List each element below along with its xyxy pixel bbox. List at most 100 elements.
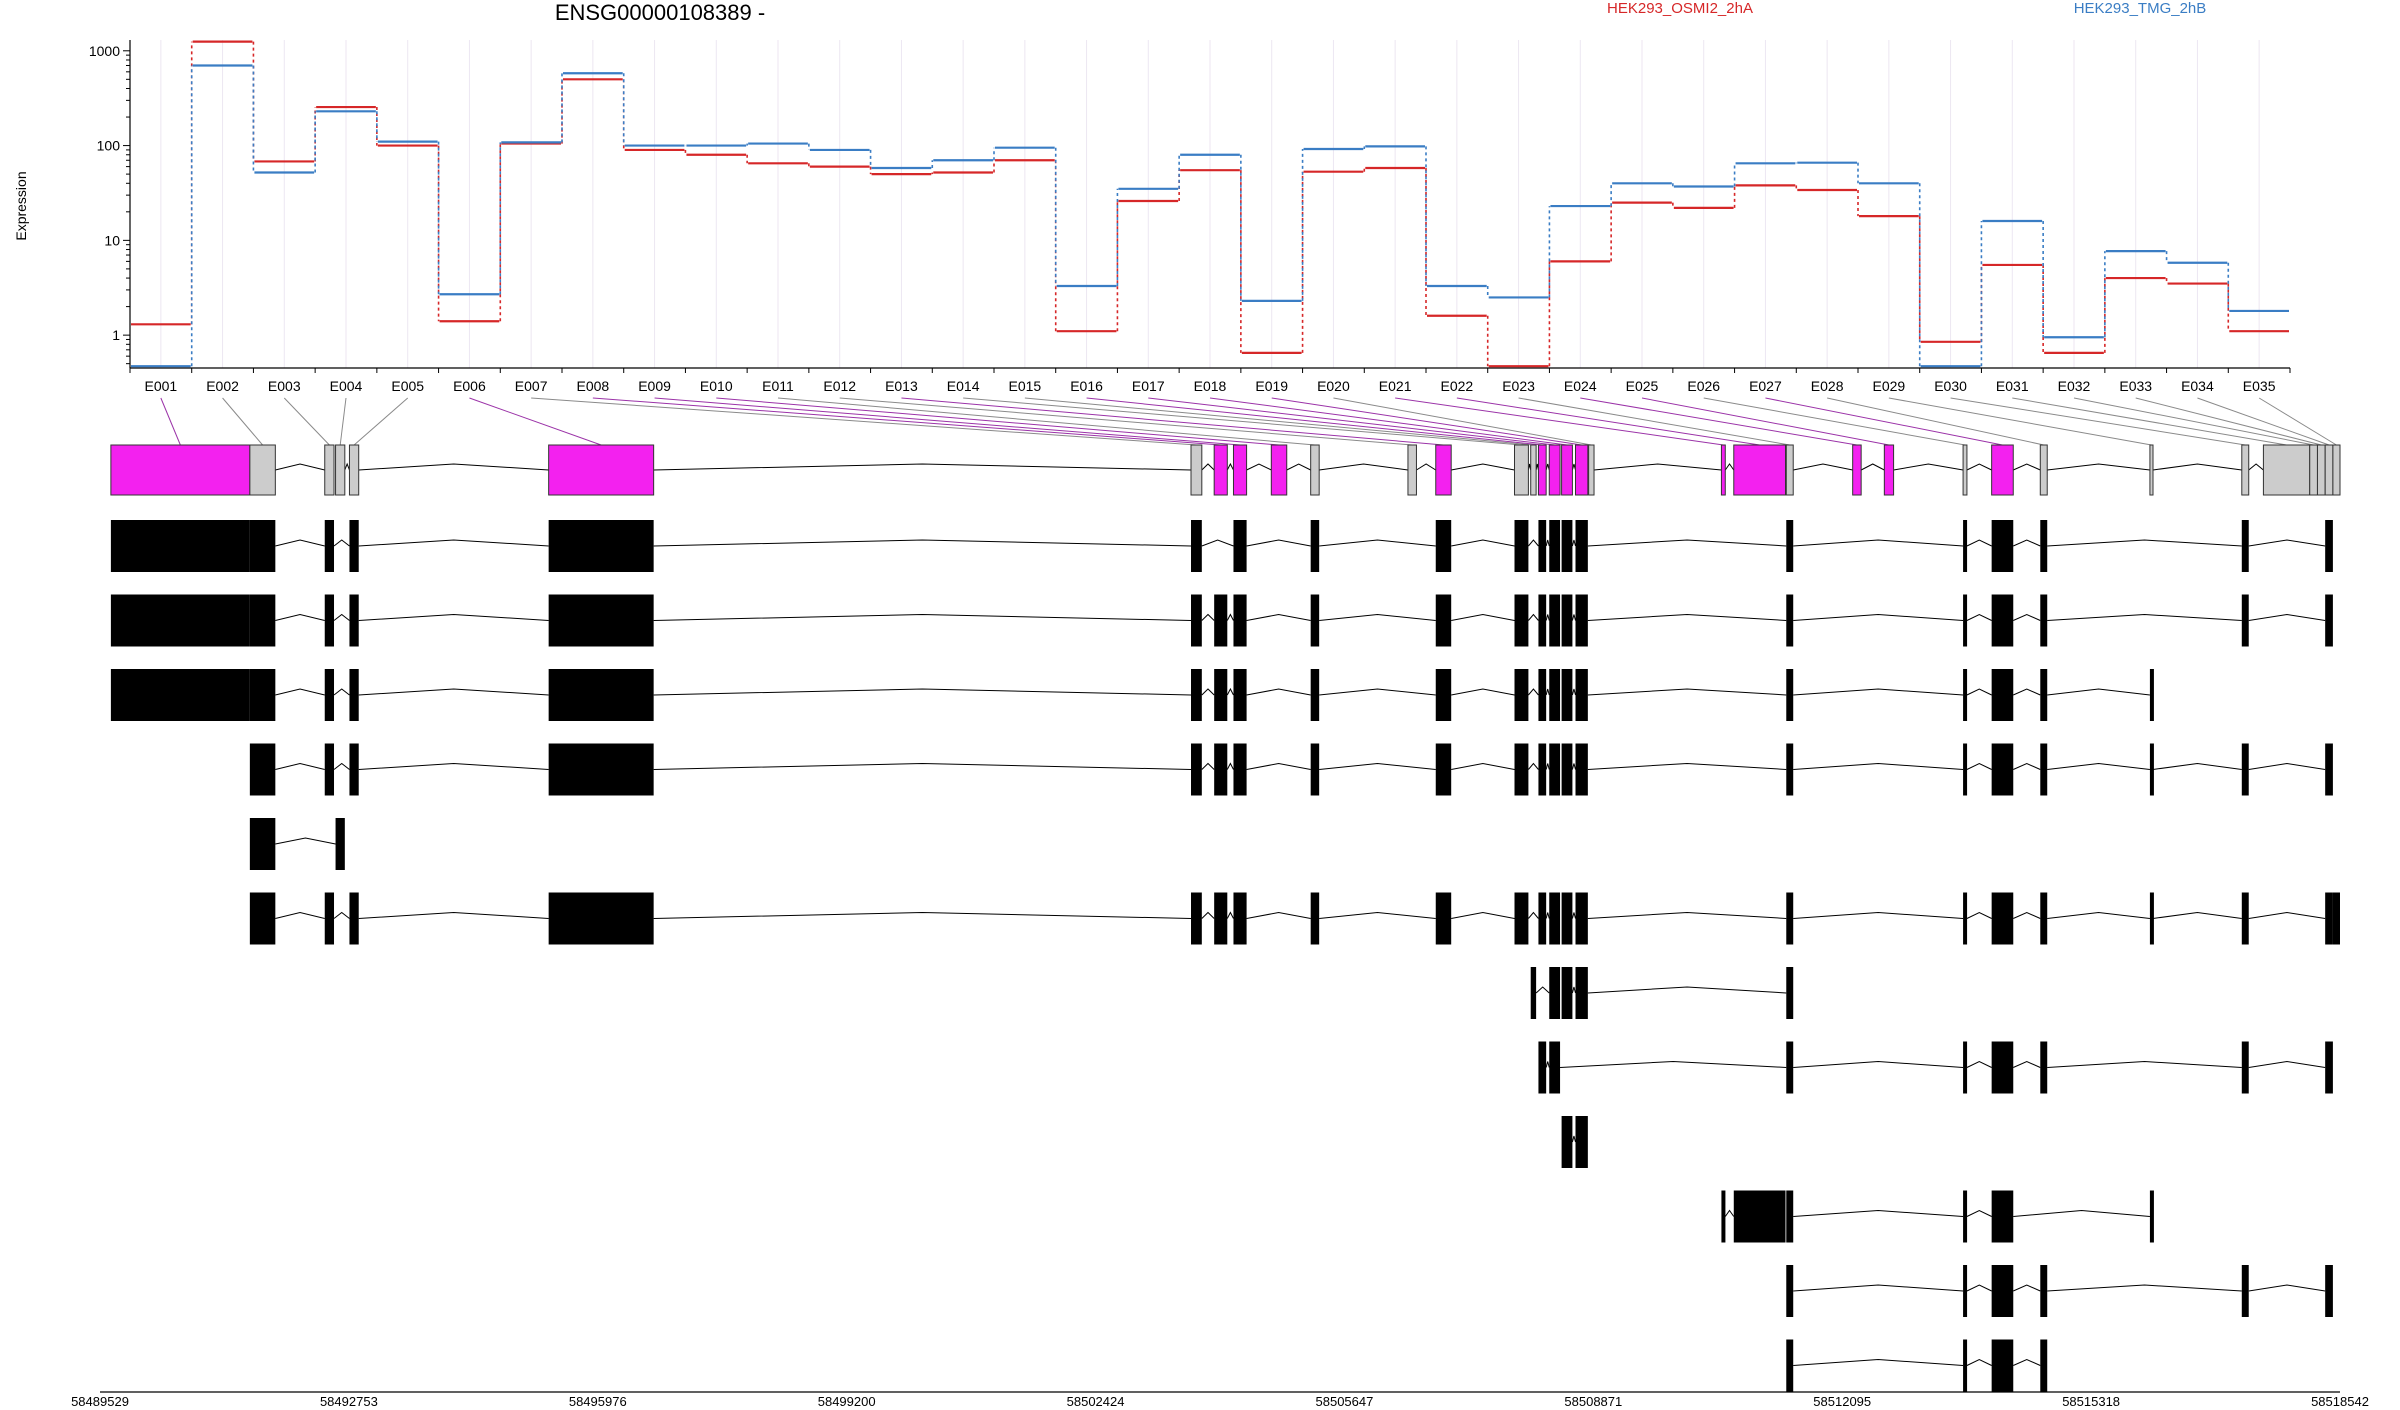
intron-line	[1571, 1135, 1576, 1143]
intron-line	[275, 613, 325, 621]
transcript-track-9	[1561, 1116, 1588, 1168]
gene-model-exon	[1548, 444, 1561, 496]
genome-tick-label: 58512095	[1813, 1394, 1871, 1409]
intron-line	[1966, 762, 1992, 770]
intron-line	[1451, 539, 1515, 547]
intron-line	[344, 462, 350, 471]
intron-line	[333, 688, 350, 696]
transcript-exon	[1786, 1265, 1794, 1317]
exon-label-e034: E034	[2181, 378, 2214, 394]
transcript-exon	[1963, 594, 1968, 647]
intron-line	[1226, 613, 1234, 621]
transcript-exon	[548, 520, 654, 572]
intron-line	[2248, 762, 2326, 770]
intron-line	[333, 539, 350, 547]
intron-line	[1246, 463, 1272, 471]
transcript-exon	[249, 669, 276, 721]
intron-line	[333, 613, 350, 621]
intron-line	[1560, 1060, 1787, 1068]
intron-line	[1793, 613, 1964, 621]
intron-line	[1966, 463, 1992, 471]
genome-tick-label: 58492753	[320, 1394, 378, 1409]
transcript-exon	[548, 743, 654, 796]
exon-connector	[160, 397, 181, 446]
transcript-exon	[2040, 1041, 2048, 1094]
intron-line	[1545, 912, 1550, 919]
transcript-exon	[1310, 594, 1320, 647]
exon-label-e006: E006	[453, 378, 486, 394]
exon-connector	[777, 397, 1315, 446]
transcript-exon	[1214, 669, 1228, 721]
intron-line	[2047, 539, 2242, 547]
gene-model-exon	[1530, 444, 1537, 496]
exon-label-e008: E008	[577, 378, 610, 394]
transcript-exon	[1561, 520, 1573, 572]
exon-label-e030: E030	[1934, 378, 1967, 394]
intron-line	[653, 539, 1192, 547]
transcript-exon	[1191, 594, 1202, 647]
intron-line	[1246, 762, 1311, 770]
transcript-exon	[1786, 1041, 1794, 1094]
exon-connector	[1333, 397, 1592, 446]
intron-line	[2047, 762, 2150, 770]
exon-label-e012: E012	[823, 378, 856, 394]
intron-line	[1966, 911, 1992, 919]
transcript-exon	[1991, 594, 2014, 647]
transcript-exon	[1963, 892, 1968, 945]
intron-line	[1793, 1060, 1964, 1068]
intron-line	[275, 463, 325, 471]
gene-model-exon	[1561, 444, 1573, 496]
intron-line	[2013, 463, 2041, 471]
transcript-exon	[1991, 892, 2014, 945]
intron-line	[1416, 463, 1437, 471]
transcript-exon	[1963, 1339, 1968, 1392]
exon-connector	[2073, 397, 2314, 446]
intron-line	[2248, 613, 2326, 621]
transcript-exon	[2040, 669, 2048, 721]
transcript-exon	[2325, 892, 2333, 945]
transcript-exon	[1561, 594, 1573, 647]
transcript-exon	[1561, 892, 1573, 945]
transcript-exon	[1786, 1190, 1794, 1243]
gene-model-exon	[1232, 444, 1248, 496]
gene-model-exon	[249, 444, 276, 496]
y-tick-label: 1	[112, 327, 120, 343]
intron-line	[1226, 687, 1234, 696]
transcript-exon	[1214, 594, 1228, 647]
intron-line	[1319, 688, 1436, 696]
exon-label-e016: E016	[1070, 378, 1103, 394]
exon-label-e005: E005	[391, 378, 424, 394]
transcript-exon	[1963, 669, 1968, 721]
exon-connector	[2258, 397, 2337, 446]
transcript-exon	[324, 594, 335, 647]
intron-line	[1587, 986, 1787, 994]
exon-connector	[901, 397, 1444, 446]
gene-model-exon	[1514, 444, 1529, 496]
transcript-exon	[1233, 669, 1247, 721]
intron-line	[2013, 1358, 2041, 1366]
exon-connector	[1641, 397, 1890, 446]
transcript-exon	[1991, 1265, 2014, 1317]
transcript-exon	[1538, 594, 1547, 647]
exon-connector	[1580, 397, 1858, 446]
transcript-exon	[1786, 892, 1794, 945]
transcript-exon	[2325, 743, 2333, 796]
transcript-exon	[2149, 1190, 2154, 1243]
intron-line	[2013, 1060, 2041, 1068]
transcript-exon	[2241, 1041, 2249, 1094]
transcript-exon	[1963, 1190, 1968, 1243]
transcript-track-4	[249, 743, 2333, 796]
transcript-exon	[2040, 743, 2048, 796]
exon-label-e031: E031	[1996, 378, 2029, 394]
exon-label-e020: E020	[1317, 378, 1350, 394]
transcript-exon	[2325, 1041, 2333, 1094]
intron-line	[1201, 688, 1215, 696]
intron-line	[275, 837, 336, 845]
transcript-track-7	[1530, 967, 1794, 1019]
transcript-exon	[2040, 1339, 2048, 1392]
intron-line	[1451, 613, 1515, 621]
intron-line	[1793, 1284, 1964, 1292]
transcript-exon	[1786, 669, 1794, 721]
transcript-exon	[1191, 520, 1202, 572]
exon-label-e033: E033	[2119, 378, 2152, 394]
